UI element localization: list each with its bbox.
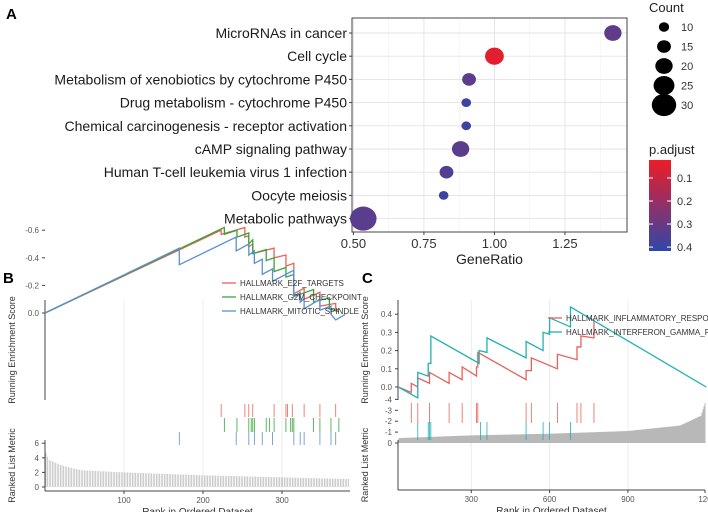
size-legend-circle [653, 76, 675, 95]
y-axis-title: Running Enrichment Score [7, 296, 17, 404]
y-tick-label: 0.0 [28, 309, 40, 318]
x-axis-title: GeneRatio [456, 251, 523, 267]
es-line [397, 319, 595, 394]
legend-label: HALLMARK_E2F_TARGETS [240, 279, 344, 288]
y-tick-label: -0.2 [25, 281, 39, 290]
data-point [604, 25, 622, 41]
panel-label-b: B [3, 270, 14, 287]
category-label: Cell cycle [287, 48, 347, 64]
data-point [350, 206, 377, 231]
y-tick-label: 0.1 [381, 365, 393, 374]
x-tick-label: 200 [196, 496, 210, 505]
x-axis-title: Rank in Ordered Dataset [496, 506, 607, 512]
size-legend-circle [657, 40, 671, 53]
category-label: MicroRNAs in cancer [216, 25, 348, 41]
y2-tick-label: 2 [35, 468, 40, 477]
size-legend-title: Count [649, 0, 684, 15]
size-legend-label: 25 [681, 81, 693, 93]
x-axis-title: Rank in Ordered Dataset [142, 507, 253, 512]
y2-tick-label: -4 [385, 395, 393, 404]
x-tick-label: 0.50 [341, 236, 366, 251]
y-tick-label: 0.3 [381, 328, 393, 337]
category-label: Human T-cell leukemia virus 1 infection [104, 164, 347, 180]
legend-label: HALLMARK_MITOTIC_SPINDLE [240, 307, 359, 316]
size-legend-label: 20 [681, 61, 693, 73]
x-tick-label: 1.00 [482, 236, 507, 251]
size-legend-label: 30 [681, 100, 693, 112]
color-legend-title: p.adjust [649, 142, 695, 157]
data-point [461, 121, 472, 131]
x-tick-label: 1.25 [552, 236, 577, 251]
category-label: Drug metabolism - cytochrome P450 [120, 95, 347, 111]
y2-tick-label: 0 [35, 483, 40, 492]
data-point [438, 191, 449, 200]
data-point [451, 141, 470, 157]
x-tick-label: 600 [543, 495, 557, 504]
y2-tick-label: -2 [385, 417, 393, 426]
y-tick-label: 0.0 [381, 383, 393, 392]
x-tick-label: 300 [275, 496, 289, 505]
y-tick-label: -0.6 [25, 226, 39, 235]
y2-tick-label: 6 [35, 439, 40, 448]
y2-tick-label: -1 [385, 428, 393, 437]
category-label: Chemical carcinogenesis - receptor activ… [65, 118, 347, 134]
y-tick-label: 0.2 [381, 347, 393, 356]
x-tick-label: 120 [698, 495, 708, 504]
panel-label-c: C [362, 270, 373, 287]
x-tick-label: 100 [117, 496, 131, 505]
es-line [397, 305, 707, 400]
size-legend-circle [651, 93, 677, 117]
es-line [44, 236, 346, 321]
y2-axis-title: Ranked List Metric [7, 428, 17, 503]
panel-label-a: A [6, 6, 17, 23]
data-point [485, 47, 504, 65]
y-tick-label: 0.4 [381, 310, 393, 319]
data-point [439, 165, 454, 179]
color-legend-bar [649, 160, 671, 251]
category-label: Metabolism of xenobiotics by cytochrome … [54, 71, 347, 87]
y-tick-label: -0.4 [25, 254, 39, 263]
y2-tick-label: 4 [35, 454, 40, 463]
x-tick-label: 900 [621, 495, 635, 504]
y2-tick-label: 0 [388, 439, 393, 448]
x-tick-label: 0.75 [411, 236, 436, 251]
y2-tick-label: -3 [385, 406, 393, 415]
category-label: Metabolic pathways [224, 211, 347, 227]
category-label: Oocyte meiosis [251, 187, 347, 203]
color-legend-label: 0.4 [677, 242, 692, 254]
y2-axis-title: Ranked List Metric [360, 427, 370, 502]
color-legend-label: 0.1 [677, 173, 692, 185]
legend-label: HALLMARK_INFLAMMATORY_RESPONSE [566, 314, 708, 323]
plot-border-a [351, 17, 628, 233]
legend-label: HALLMARK_G2M_CHECKPOINT [240, 293, 362, 302]
x-tick-label: 300 [465, 495, 479, 504]
category-label: cAMP signaling pathway [195, 141, 347, 157]
legend-label: HALLMARK_INTERFERON_GAMMA_RES [566, 328, 708, 337]
size-legend-circle [658, 22, 670, 32]
size-legend-circle [655, 58, 673, 74]
data-point [461, 98, 472, 107]
color-legend-label: 0.3 [677, 219, 692, 231]
data-point [462, 73, 476, 86]
size-legend-label: 15 [681, 42, 693, 54]
y-axis-title: Running Enrichment Score [360, 296, 370, 404]
color-legend-label: 0.2 [677, 196, 692, 208]
size-legend-label: 10 [681, 22, 693, 34]
es-line [44, 226, 340, 314]
